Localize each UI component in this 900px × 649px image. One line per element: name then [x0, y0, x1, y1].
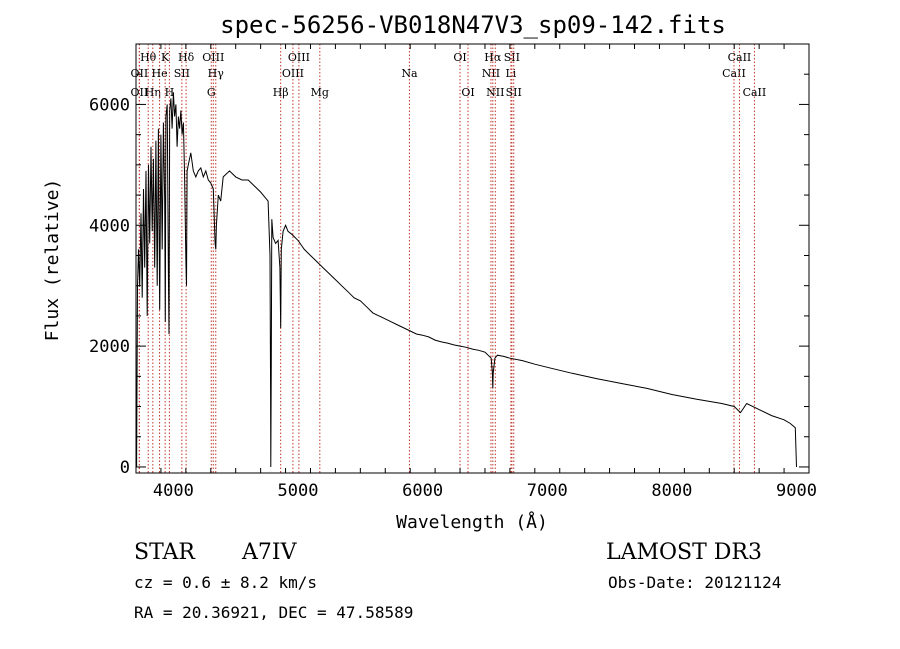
spectral-line-label: H — [165, 86, 175, 99]
spectral-line-label: CaII — [743, 86, 767, 99]
spectral-line-label: OI — [461, 86, 474, 99]
spectral-line-label: Mg — [311, 86, 329, 99]
flux-series-line — [135, 92, 797, 468]
redshift-velocity: cz = 0.6 ± 8.2 km/s — [134, 573, 318, 592]
observation-date: Obs-Date: 20121124 — [608, 573, 782, 592]
plot-frame — [135, 43, 810, 474]
spectral-line-label: NII — [486, 86, 504, 99]
spectral-line-label: SII — [504, 51, 520, 64]
spectral-line-label: Hα — [484, 51, 502, 64]
chart-title: spec-56256-VB018N47V3_sp09-142.fits — [220, 11, 726, 39]
x-tick-label: 9000 — [776, 481, 817, 501]
spectral-line-label: NII — [482, 67, 500, 80]
spectral-line-label: K — [161, 51, 170, 64]
spectral-line-label: Hγ — [208, 67, 225, 80]
x-tick-label: 7000 — [527, 481, 568, 501]
spectral-line-label: Na — [401, 67, 418, 80]
spectral-line-label: OI — [453, 51, 466, 64]
x-axis-label: Wavelength (Å) — [396, 511, 548, 533]
coordinates: RA = 20.36921, DEC = 47.58589 — [134, 603, 414, 622]
spectral-line-label: Hη — [145, 86, 161, 99]
spectral-line-label: OII — [131, 86, 149, 99]
object-class: STAR — [134, 540, 195, 565]
y-tick-label: 0 — [120, 458, 130, 478]
spectral-line-label: Hδ — [178, 51, 195, 64]
spectral-line-label: CaII — [722, 67, 746, 80]
spectral-line-label: He — [152, 67, 168, 80]
spectral-line-label: Li — [505, 67, 516, 80]
spectral-line-label: Hθ — [140, 51, 157, 64]
spectral-line-label: SII — [506, 86, 522, 99]
spectral-line-markers: OIIOIIHθHηHeKHSIIHδGOIIIHγHβOIIIOIIIMgNa… — [131, 44, 767, 473]
spectral-line-label: OIII — [202, 51, 224, 64]
spectral-line-label: SII — [174, 67, 190, 80]
x-tick-label: 6000 — [402, 481, 443, 501]
object-subclass: A7IV — [242, 540, 297, 565]
survey-label: LAMOST DR3 — [606, 540, 762, 565]
x-tick-label: 5000 — [278, 481, 319, 501]
y-tick-label: 2000 — [89, 337, 130, 357]
spectral-line-label: G — [207, 86, 216, 99]
axis-ticks: 4000 5000 6000 7000 8000 9000 0 2000 4000 6000 — [89, 44, 817, 501]
spectral-line-label: OIII — [282, 67, 304, 80]
y-tick-label: 6000 — [89, 95, 130, 115]
x-tick-label: 4000 — [153, 481, 194, 501]
spectral-line-label: CaII — [728, 51, 752, 64]
y-tick-label: 4000 — [89, 216, 130, 236]
spectral-line-label: Hβ — [273, 86, 289, 99]
y-axis-label: Flux (relative) — [42, 179, 63, 342]
spectral-line-label: OIII — [288, 51, 310, 64]
x-tick-label: 8000 — [651, 481, 692, 501]
